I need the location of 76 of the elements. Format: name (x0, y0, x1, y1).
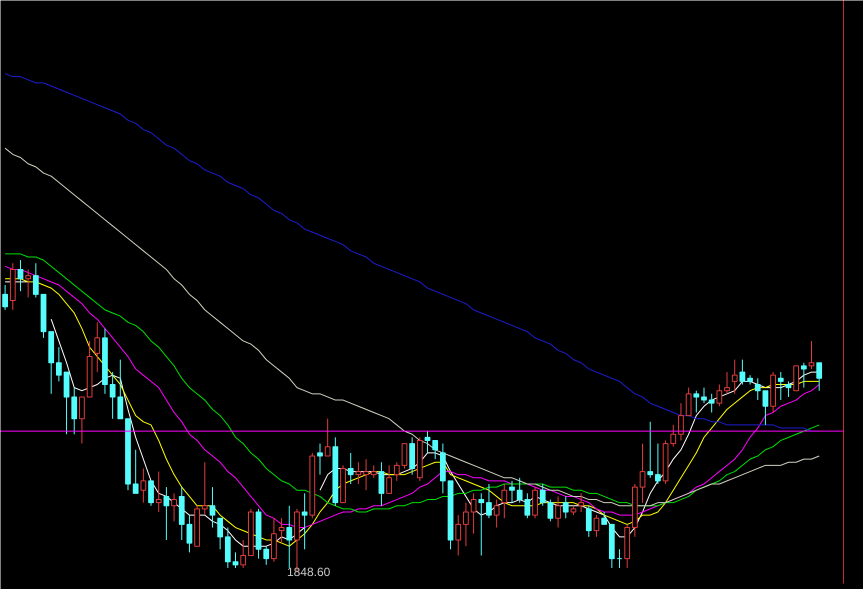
candlestick (470, 492, 476, 534)
candlestick (570, 505, 576, 516)
candlestick (117, 359, 124, 420)
candlestick (378, 462, 384, 506)
annotation: 1848.60 (286, 565, 331, 580)
candlestick (186, 514, 192, 553)
candlestick (432, 440, 438, 460)
candlestick (647, 421, 654, 478)
candlestick (678, 402, 684, 441)
candlestick (18, 260, 24, 292)
candlestick (808, 340, 814, 370)
candlestick (754, 378, 761, 401)
candlestick (693, 390, 700, 413)
candlestick (494, 499, 500, 528)
candlestick (164, 486, 170, 540)
candlestick (386, 464, 392, 494)
candlestick (317, 443, 323, 476)
candlestick (455, 514, 462, 556)
candlestick (132, 449, 139, 494)
candlestick (778, 372, 784, 401)
candlestick (724, 372, 730, 394)
candlestick (516, 477, 523, 504)
candlestick (548, 499, 554, 522)
candlestick (79, 396, 85, 444)
candlestick (171, 492, 177, 522)
candlestick (601, 511, 608, 525)
candlestick (786, 380, 792, 398)
candlestick (156, 471, 162, 512)
candlestick (501, 484, 508, 519)
candlestick (616, 548, 622, 568)
candlestick (240, 539, 246, 568)
candlestick (524, 492, 530, 519)
candlestick (509, 480, 515, 504)
candlestick (278, 518, 284, 544)
candlestick (148, 480, 154, 506)
candlestick (762, 390, 768, 426)
candlestick (701, 387, 707, 404)
candlestick (478, 492, 484, 556)
candlestick (562, 496, 569, 519)
candlestick (816, 362, 822, 392)
candlestick (655, 443, 661, 484)
candlestick (202, 462, 208, 516)
candlestick (71, 387, 78, 435)
candlestick (32, 262, 39, 298)
candlestick (578, 492, 584, 512)
candlestick (324, 418, 331, 457)
candlestick (217, 518, 224, 550)
candlestick (402, 443, 408, 469)
candlestick (670, 424, 676, 448)
candlestick (263, 546, 270, 566)
candlestick (94, 322, 100, 373)
candlestick (286, 505, 292, 568)
candlestick (2, 284, 8, 310)
candlestick (370, 464, 377, 478)
candlestick (708, 393, 715, 413)
candlestick (463, 502, 469, 547)
candlestick (348, 452, 354, 484)
candlestick (140, 468, 146, 504)
candlestick (424, 430, 430, 454)
candlestick (686, 387, 692, 416)
candlestick (56, 346, 62, 382)
candlestick (302, 492, 308, 550)
candlestick (640, 443, 646, 504)
candlestick (232, 552, 238, 568)
candlestick (394, 462, 400, 482)
candlestick (800, 362, 807, 388)
candlestick (110, 372, 116, 420)
candlestick (586, 505, 592, 538)
candlestick (210, 486, 216, 528)
candlestick (732, 359, 738, 394)
candlestick (555, 496, 561, 528)
candlestick (716, 384, 722, 407)
candlestick (540, 484, 546, 506)
candlestick (594, 514, 600, 538)
candlestick (486, 484, 492, 519)
candlestick (25, 268, 32, 298)
